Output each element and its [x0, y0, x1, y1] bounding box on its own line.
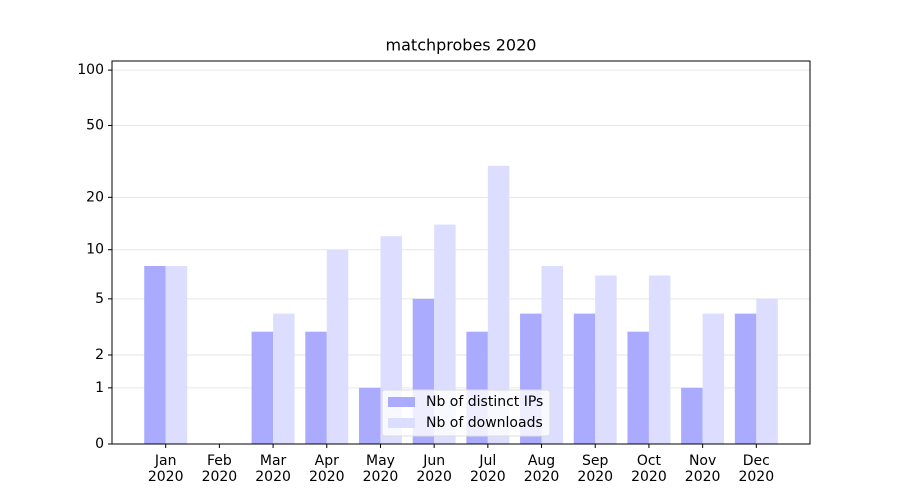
- bar: [702, 313, 725, 444]
- legend-swatch: [388, 397, 415, 407]
- y-tick-label: 5: [95, 291, 104, 307]
- x-tick-label: Jul 2020: [470, 453, 506, 485]
- x-tick-label: Nov 2020: [685, 453, 721, 485]
- x-tick-label: Jun 2020: [416, 453, 452, 485]
- x-tick-label: Jan 2020: [148, 453, 184, 485]
- bar: [627, 331, 649, 444]
- y-tick-label: 2: [95, 347, 104, 363]
- bar: [573, 313, 596, 444]
- bar: [358, 387, 381, 444]
- bar: [251, 331, 274, 444]
- bar: [756, 298, 778, 444]
- x-tick-label: Aug 2020: [524, 453, 560, 485]
- y-tick-label: 1: [95, 380, 104, 396]
- bar: [681, 387, 703, 444]
- bar: [326, 249, 349, 444]
- legend-box: [381, 389, 551, 437]
- legend: Nb of distinct IPs Nb of downloads: [381, 389, 551, 437]
- bar: [487, 165, 510, 444]
- bar: [595, 275, 617, 444]
- bar: [305, 331, 327, 444]
- chart-title: matchprobes 2020: [386, 36, 537, 55]
- y-tick-label: 20: [86, 189, 104, 205]
- bar: [434, 224, 456, 444]
- plot-frame: [111, 60, 811, 445]
- legend-label: Nb of downloads: [426, 415, 543, 431]
- legend-label: Nb of distinct IPs: [426, 394, 543, 410]
- x-tick-label: Oct 2020: [631, 453, 667, 485]
- x-tick-label: Mar 2020: [255, 453, 291, 485]
- y-tick-label: 50: [86, 117, 104, 133]
- legend-swatch: [388, 418, 415, 428]
- bar: [165, 265, 188, 444]
- bar: [273, 313, 295, 444]
- x-tick-label: Sep 2020: [577, 453, 613, 485]
- x-tick-label: Feb 2020: [202, 453, 238, 485]
- y-tick-label: 10: [86, 242, 104, 258]
- bar: [734, 313, 757, 444]
- bar: [648, 275, 671, 444]
- bar: [144, 265, 166, 444]
- y-tick-label: 100: [77, 62, 104, 78]
- x-tick-label: Dec 2020: [738, 453, 774, 485]
- x-tick-label: May 2020: [363, 453, 399, 485]
- x-tick-label: Apr 2020: [309, 453, 345, 485]
- y-tick-label: 0: [95, 436, 104, 452]
